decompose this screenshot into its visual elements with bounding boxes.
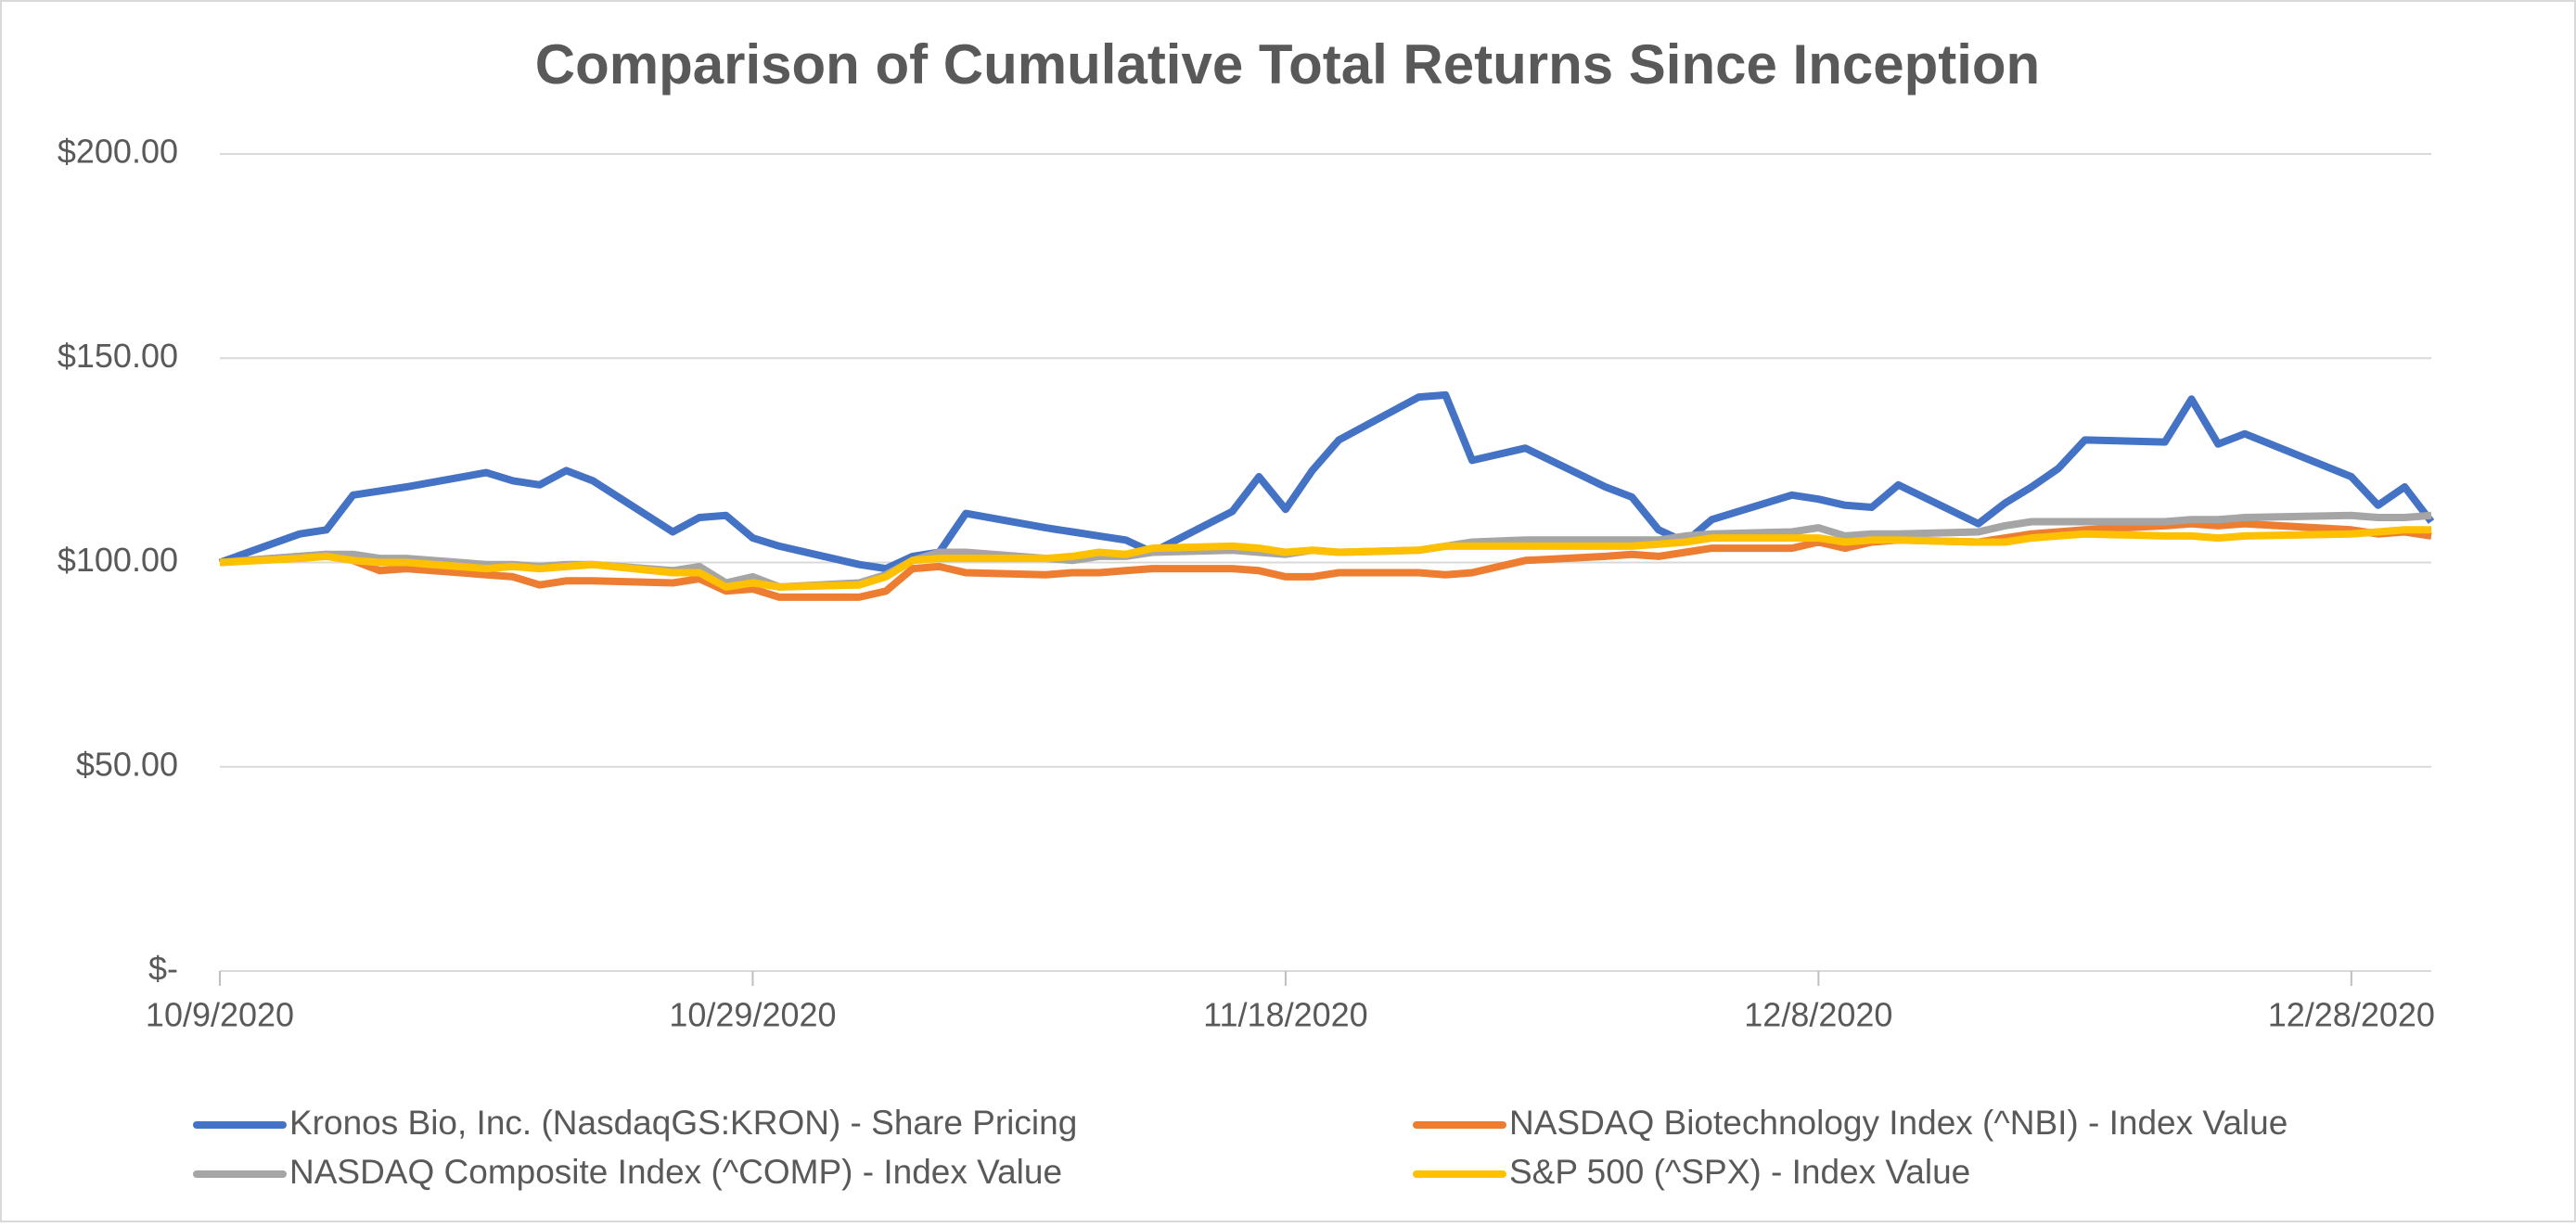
x-tick-label: 10/9/2020 <box>146 996 294 1034</box>
legend-label: NASDAQ Biotechnology Index (^NBI) - Inde… <box>1509 1104 2288 1142</box>
y-tick-label: $- <box>148 950 178 988</box>
legend-label: Kronos Bio, Inc. (NasdaqGS:KRON) - Share… <box>289 1104 1077 1142</box>
x-tick-label: 10/29/2020 <box>669 996 836 1034</box>
legend-label: NASDAQ Composite Index (^COMP) - Index V… <box>289 1153 1062 1191</box>
series-line <box>218 390 2435 573</box>
series-line <box>219 519 2432 601</box>
y-tick-label: $50.00 <box>76 745 178 783</box>
y-tick-label: $200.00 <box>58 133 178 171</box>
x-tick-label: 11/18/2020 <box>1203 996 1368 1034</box>
series-line <box>219 526 2431 591</box>
x-tick-label: 12/28/2020 <box>2268 996 2435 1034</box>
chart-title: Comparison of Cumulative Total Returns S… <box>535 33 2040 96</box>
x-tick-label: 12/8/2020 <box>1744 996 1892 1034</box>
legend-label: S&P 500 (^SPX) - Index Value <box>1509 1153 1970 1191</box>
y-tick-label: $100.00 <box>58 541 178 579</box>
y-tick-label: $150.00 <box>58 337 178 375</box>
